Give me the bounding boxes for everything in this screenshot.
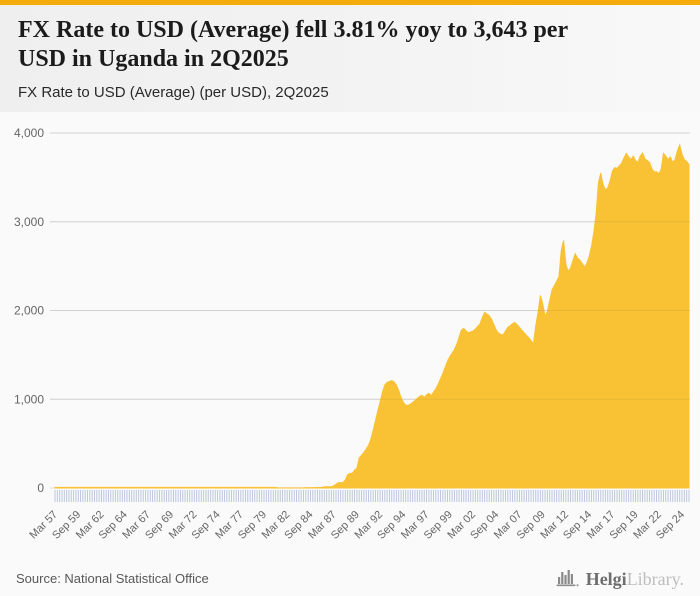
page-title-line2: USD in Uganda in 2Q2025 (18, 46, 289, 73)
chart-header: FX Rate to USD (Average) fell 3.81% yoy … (0, 5, 700, 112)
y-axis-labels: 0 1,000 2,000 3,000 4,000 (14, 126, 44, 495)
chart-subtitle: FX Rate to USD (Average) (per USD), 2Q20… (18, 83, 329, 101)
accent-topbar (0, 0, 700, 5)
chart-footer: Source: National Statistical Office Helg… (0, 560, 700, 596)
y-gridlines-overlay (50, 132, 690, 400)
page-title-line1: FX Rate to USD (Average) fell 3.81% yoy … (18, 17, 569, 43)
fx-area-chart: 0 1,000 2,000 3,000 4,000 Mar 57 Sep 59 Mar 62 S… (0, 112, 700, 560)
page-title: FX Rate to USD (Average) fell 3.81% yoy … (18, 16, 682, 75)
fx-area-series (54, 143, 690, 489)
y-tick-label: 4,000 (14, 126, 44, 140)
x-axis-ticks (54, 490, 690, 502)
brand-name-library: Library. (626, 569, 684, 589)
source-note: Source: National Statistical Office (16, 570, 209, 586)
y-tick-label: 2,000 (14, 304, 44, 318)
brand-name-helgi: Helgi (585, 569, 627, 589)
y-tick-label: 0 (37, 481, 44, 495)
helgi-bars-icon (556, 570, 579, 587)
helgilibrary-logo[interactable]: HelgiLibrary. (556, 568, 684, 588)
y-tick-label: 1,000 (14, 392, 44, 406)
y-tick-label: 3,000 (14, 215, 44, 229)
